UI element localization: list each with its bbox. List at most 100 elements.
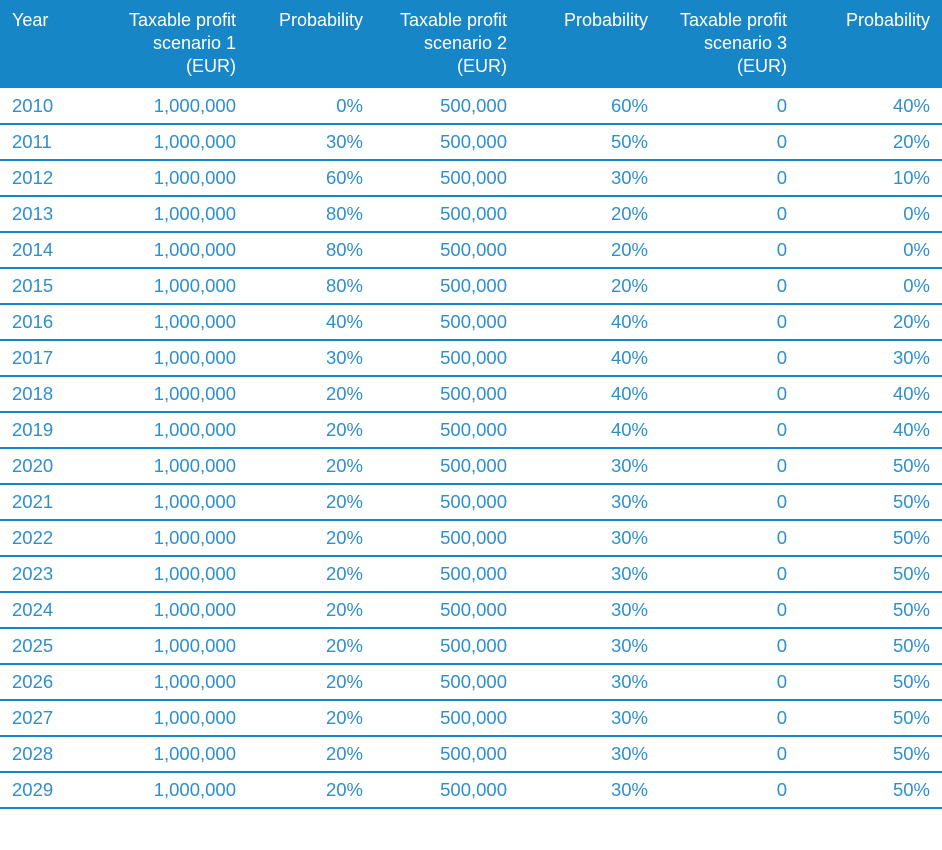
value-cell: 50% bbox=[787, 664, 942, 701]
value-cell: 1,000,000 bbox=[80, 700, 236, 737]
value-cell: 0 bbox=[648, 484, 787, 521]
value-cell: 0 bbox=[648, 592, 787, 629]
value-cell: 30% bbox=[507, 592, 648, 629]
value-cell: 30% bbox=[236, 124, 363, 161]
value-cell: 20% bbox=[236, 700, 363, 737]
value-cell: 20% bbox=[236, 376, 363, 413]
value-cell: 0 bbox=[648, 376, 787, 413]
value-cell: 1,000,000 bbox=[80, 304, 236, 341]
year-cell: 2023 bbox=[0, 556, 80, 593]
value-cell: 30% bbox=[507, 520, 648, 557]
table-row: 2027 1,000,000 20% 500,000 30% 0 50% bbox=[0, 700, 942, 737]
value-cell: 0 bbox=[648, 88, 787, 125]
value-cell: 1,000,000 bbox=[80, 556, 236, 593]
column-header-scenario-1: Taxable profit scenario 1 (EUR) bbox=[80, 0, 236, 88]
value-cell: 1,000,000 bbox=[80, 448, 236, 485]
table-row: 2017 1,000,000 30% 500,000 40% 0 30% bbox=[0, 340, 942, 377]
value-cell: 30% bbox=[507, 736, 648, 773]
value-cell: 50% bbox=[787, 736, 942, 773]
value-cell: 30% bbox=[507, 448, 648, 485]
value-cell: 500,000 bbox=[363, 376, 507, 413]
table-row: 2029 1,000,000 20% 500,000 30% 0 50% bbox=[0, 772, 942, 809]
value-cell: 500,000 bbox=[363, 592, 507, 629]
value-cell: 1,000,000 bbox=[80, 196, 236, 233]
value-cell: 20% bbox=[236, 520, 363, 557]
table-row: 2028 1,000,000 20% 500,000 30% 0 50% bbox=[0, 736, 942, 773]
value-cell: 10% bbox=[787, 160, 942, 197]
value-cell: 0 bbox=[648, 520, 787, 557]
value-cell: 40% bbox=[787, 376, 942, 413]
column-header-probability-2: Probability bbox=[507, 0, 648, 88]
value-cell: 40% bbox=[507, 340, 648, 377]
value-cell: 50% bbox=[787, 484, 942, 521]
value-cell: 20% bbox=[507, 232, 648, 269]
value-cell: 500,000 bbox=[363, 160, 507, 197]
value-cell: 60% bbox=[236, 160, 363, 197]
value-cell: 0 bbox=[648, 448, 787, 485]
value-cell: 1,000,000 bbox=[80, 232, 236, 269]
value-cell: 40% bbox=[236, 304, 363, 341]
table-row: 2026 1,000,000 20% 500,000 30% 0 50% bbox=[0, 664, 942, 701]
value-cell: 20% bbox=[236, 772, 363, 809]
value-cell: 500,000 bbox=[363, 196, 507, 233]
column-header-year: Year bbox=[0, 0, 80, 88]
value-cell: 30% bbox=[507, 664, 648, 701]
table-row: 2013 1,000,000 80% 500,000 20% 0 0% bbox=[0, 196, 942, 233]
year-cell: 2029 bbox=[0, 772, 80, 809]
value-cell: 20% bbox=[236, 448, 363, 485]
value-cell: 1,000,000 bbox=[80, 736, 236, 773]
value-cell: 50% bbox=[507, 124, 648, 161]
value-cell: 500,000 bbox=[363, 124, 507, 161]
value-cell: 0% bbox=[787, 196, 942, 233]
year-cell: 2014 bbox=[0, 232, 80, 269]
value-cell: 50% bbox=[787, 772, 942, 809]
value-cell: 20% bbox=[236, 592, 363, 629]
value-cell: 500,000 bbox=[363, 304, 507, 341]
table-row: 2010 1,000,000 0% 500,000 60% 0 40% bbox=[0, 88, 942, 125]
year-cell: 2028 bbox=[0, 736, 80, 773]
value-cell: 50% bbox=[787, 628, 942, 665]
value-cell: 50% bbox=[787, 520, 942, 557]
table-row: 2015 1,000,000 80% 500,000 20% 0 0% bbox=[0, 268, 942, 305]
value-cell: 30% bbox=[507, 484, 648, 521]
value-cell: 30% bbox=[507, 556, 648, 593]
value-cell: 1,000,000 bbox=[80, 484, 236, 521]
value-cell: 20% bbox=[507, 196, 648, 233]
value-cell: 1,000,000 bbox=[80, 520, 236, 557]
table-row: 2024 1,000,000 20% 500,000 30% 0 50% bbox=[0, 592, 942, 629]
value-cell: 500,000 bbox=[363, 736, 507, 773]
value-cell: 20% bbox=[787, 304, 942, 341]
year-cell: 2027 bbox=[0, 700, 80, 737]
year-cell: 2021 bbox=[0, 484, 80, 521]
year-cell: 2012 bbox=[0, 160, 80, 197]
table-body: 2010 1,000,000 0% 500,000 60% 0 40% 2011 1,000,0… bbox=[0, 88, 942, 809]
value-cell: 1,000,000 bbox=[80, 772, 236, 809]
value-cell: 0 bbox=[648, 700, 787, 737]
value-cell: 0 bbox=[648, 232, 787, 269]
column-header-probability-1: Probability bbox=[236, 0, 363, 88]
value-cell: 0 bbox=[648, 412, 787, 449]
value-cell: 20% bbox=[236, 736, 363, 773]
value-cell: 40% bbox=[507, 412, 648, 449]
value-cell: 50% bbox=[787, 556, 942, 593]
value-cell: 500,000 bbox=[363, 556, 507, 593]
value-cell: 20% bbox=[236, 664, 363, 701]
value-cell: 60% bbox=[507, 88, 648, 125]
value-cell: 500,000 bbox=[363, 268, 507, 305]
value-cell: 500,000 bbox=[363, 628, 507, 665]
value-cell: 0 bbox=[648, 160, 787, 197]
table-row: 2023 1,000,000 20% 500,000 30% 0 50% bbox=[0, 556, 942, 593]
value-cell: 20% bbox=[236, 412, 363, 449]
value-cell: 0 bbox=[648, 736, 787, 773]
year-cell: 2019 bbox=[0, 412, 80, 449]
value-cell: 1,000,000 bbox=[80, 124, 236, 161]
value-cell: 30% bbox=[787, 340, 942, 377]
value-cell: 500,000 bbox=[363, 700, 507, 737]
value-cell: 500,000 bbox=[363, 232, 507, 269]
year-cell: 2011 bbox=[0, 124, 80, 161]
table-row: 2018 1,000,000 20% 500,000 40% 0 40% bbox=[0, 376, 942, 413]
value-cell: 20% bbox=[236, 556, 363, 593]
year-cell: 2024 bbox=[0, 592, 80, 629]
value-cell: 40% bbox=[787, 412, 942, 449]
